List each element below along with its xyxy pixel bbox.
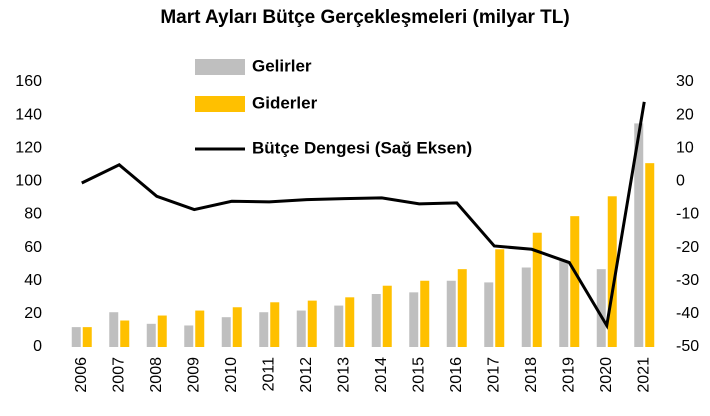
bar <box>109 312 119 347</box>
bar <box>409 292 419 347</box>
legend-label: Giderler <box>252 93 318 112</box>
x-tick-label: 2021 <box>635 357 652 393</box>
bar <box>420 280 430 347</box>
bar <box>82 327 92 347</box>
bar <box>157 315 167 347</box>
bar <box>634 123 644 347</box>
y2-tick-label: 30 <box>676 73 694 90</box>
bar <box>259 312 269 347</box>
y2-tick-label: -10 <box>676 206 699 223</box>
bar <box>532 232 542 347</box>
chart-title: Mart Ayları Bütçe Gerçekleşmeleri (milya… <box>160 7 569 28</box>
bar <box>570 216 580 347</box>
x-tick-label: 2006 <box>73 357 90 393</box>
x-tick-label: 2019 <box>560 357 577 393</box>
x-tick-label: 2014 <box>373 357 390 393</box>
x-tick-label: 2020 <box>598 357 615 393</box>
bar <box>71 327 81 347</box>
bar <box>307 300 317 347</box>
bar <box>607 196 617 347</box>
y2-tick-label: -20 <box>676 239 699 256</box>
bar <box>184 325 194 347</box>
bar <box>446 280 456 347</box>
x-tick-label: 2011 <box>260 357 277 392</box>
y2-tick-label: -30 <box>676 272 699 289</box>
bar <box>120 320 130 347</box>
y-tick-label: 120 <box>15 139 42 156</box>
x-tick-label: 2016 <box>448 357 465 393</box>
x-tick-label: 2007 <box>110 357 127 393</box>
bar <box>296 310 306 347</box>
y2-tick-label: 20 <box>676 106 694 123</box>
y2-tick-label: -50 <box>676 338 699 355</box>
y-tick-label: 0 <box>33 338 42 355</box>
bar <box>371 294 381 347</box>
bar <box>146 323 156 347</box>
y2-tick-label: -40 <box>676 305 699 322</box>
line <box>81 101 646 330</box>
x-tick-label: 2017 <box>485 357 502 393</box>
bar <box>645 163 655 347</box>
y-tick-label: 40 <box>24 272 42 289</box>
y-tick-label: 140 <box>15 106 42 123</box>
y-tick-label: 20 <box>24 305 42 322</box>
bar <box>596 269 606 347</box>
x-tick-label: 2008 <box>148 357 165 393</box>
bar <box>270 302 280 347</box>
bar <box>484 282 494 347</box>
bar <box>382 285 392 347</box>
bar <box>345 297 355 347</box>
y-tick-label: 160 <box>15 73 42 90</box>
bar <box>559 260 569 347</box>
bar <box>457 269 467 347</box>
legend-swatch <box>195 59 245 75</box>
bar <box>221 317 231 347</box>
legend-swatch <box>195 96 245 112</box>
y2-tick-label: 10 <box>676 139 694 156</box>
legend-label: Bütçe Dengesi (Sağ Eksen) <box>252 138 472 157</box>
x-tick-label: 2009 <box>185 357 202 393</box>
x-tick-label: 2012 <box>298 357 315 393</box>
y-tick-label: 60 <box>24 239 42 256</box>
bar <box>495 249 505 347</box>
x-tick-label: 2010 <box>223 357 240 393</box>
bar <box>334 305 344 347</box>
x-tick-label: 2018 <box>523 357 540 393</box>
bar <box>195 310 205 347</box>
y2-tick-label: 0 <box>676 173 685 190</box>
x-tick-label: 2013 <box>335 357 352 393</box>
bar <box>232 307 242 347</box>
bar <box>521 267 531 347</box>
y-tick-label: 100 <box>15 173 42 190</box>
y-tick-label: 80 <box>24 206 42 223</box>
x-tick-label: 2015 <box>410 357 427 393</box>
legend-label: Gelirler <box>252 56 312 75</box>
